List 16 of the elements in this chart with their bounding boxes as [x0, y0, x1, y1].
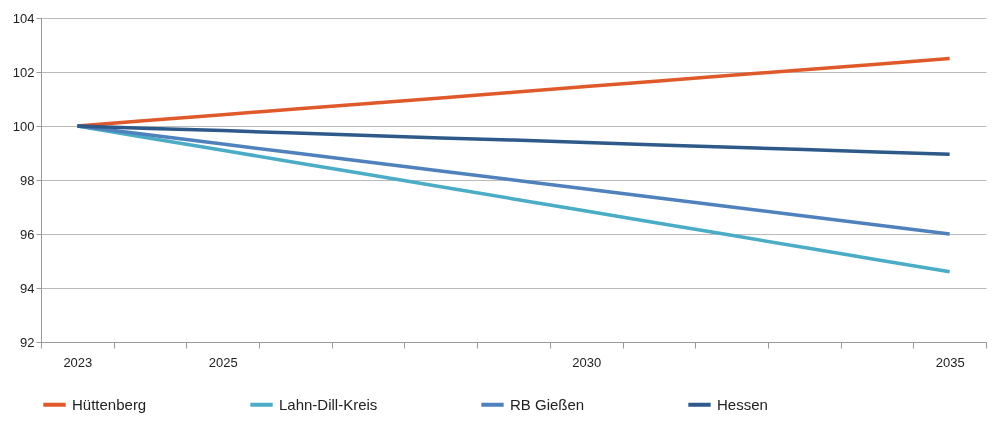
x-tick-label: 2025 [208, 354, 238, 370]
y-tick-label: 102 [12, 64, 35, 80]
x-tick-label: 2030 [572, 354, 602, 370]
line-series [75, 124, 952, 157]
y-tick-label: 96 [20, 226, 35, 242]
y-tick-label: 92 [20, 334, 35, 350]
legend-label: Lahn-Dill-Kreis [279, 395, 378, 413]
x-tick-label: 2023 [63, 354, 93, 370]
y-tick-label: 98 [20, 172, 35, 188]
legend-label: Hüttenberg [72, 395, 147, 413]
y-tick-label: 104 [12, 10, 35, 26]
y-tick-label: 94 [20, 280, 35, 296]
y-tick-label: 100 [12, 118, 35, 134]
legend-label: Hessen [717, 395, 768, 413]
legend-label: RB Gießen [510, 395, 585, 413]
x-tick-label: 2035 [935, 354, 965, 370]
